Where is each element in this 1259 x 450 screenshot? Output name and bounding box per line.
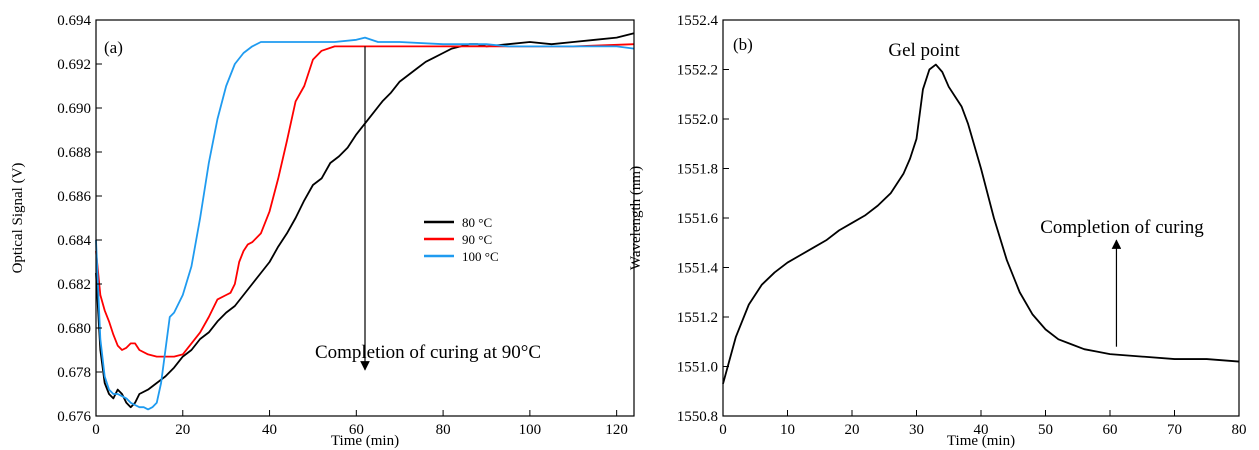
panel-a-x-tick-label: 80 [436,422,451,438]
panel-a-x-tick-label: 100 [519,422,542,438]
panel-b-completion-label: Completion of curing [1040,217,1204,238]
panel-b-y-tick-label: 1552.4 [677,13,719,29]
panel-b-y-tick-label: 1551.2 [677,310,718,326]
panel-a-x-tick-label: 120 [605,422,628,438]
panel-a-series-group [95,32,635,411]
panel-b-x-tick-label: 10 [780,422,795,438]
panel-b-y-tick-label: 1552.2 [677,63,718,79]
panel-a-x-tick-label: 0 [92,422,100,438]
panel-a-y-tick-label: 0.692 [57,57,91,73]
panel-a-label: (a) [104,38,123,57]
panel-a-y-tick-label: 0.682 [57,277,91,293]
panel-a-annotation: Completion of curing at 90°C [315,46,541,371]
panel-a-x-axis-title: Time (min) [331,433,399,449]
legend-label-2: 100 °C [462,249,499,264]
panel-b-x-tick-label: 70 [1167,422,1182,438]
panel-a-y-tick-label: 0.686 [57,189,91,205]
panel-b-y-tick-label: 1552.0 [677,112,718,128]
panel-b-gel-point-label: Gel point [888,40,960,61]
panel-b-y-tick-label: 1551.8 [677,162,718,178]
panel-b-series-group [722,63,1240,385]
panel-b-x-tick-label: 50 [1038,422,1053,438]
panel-b-y-tick-label: 1551.6 [677,211,719,227]
panel-a-series-line-2 [95,36,635,411]
panel-a-y-tick-label: 0.678 [57,365,91,381]
panel-b-x-ticks: 0 10 20 30 40 50 60 70 80 [719,410,1247,438]
panel-a-completion-label: Completion of curing at 90°C [315,342,541,363]
panel-b-series-line-0 [722,63,1240,385]
panel-a-series-line-1 [95,43,635,358]
panel-a-y-tick-label: 0.694 [57,13,91,29]
panel-b-x-tick-label: 40 [974,422,989,438]
panel-a-optical-signal-chart: 0 20 40 60 80 100 120 0.676 0.678 0.680 0.682 0.68… [10,13,635,449]
panel-b-y-ticks: 1550.8 1551.0 1551.2 1551.4 1551.6 1551.8 1552… [677,13,729,425]
panel-a-y-tick-label: 0.676 [57,409,91,425]
panel-b-annotation: Completion of curing [1040,217,1204,347]
panel-a-y-ticks: 0.676 0.678 0.680 0.682 0.684 0.686 0.688 0.690… [57,13,102,425]
panel-a-x-tick-label: 20 [175,422,190,438]
panel-a-x-tick-label: 60 [349,422,364,438]
panel-b-x-tick-label: 80 [1232,422,1247,438]
panel-a-series-line-0 [95,32,635,409]
panel-b-wavelength-chart: 0 10 20 30 40 50 60 70 80 1550.8 1551.0 1551.2 1551… [628,13,1247,449]
panel-b-y-tick-label: 1550.8 [677,409,718,425]
panel-b-x-tick-label: 0 [719,422,727,438]
panel-a-y-tick-label: 0.684 [57,233,91,249]
panel-a-plot-frame [95,19,635,417]
panel-b-x-axis-title: Time (min) [947,433,1015,449]
legend-label-0: 80 °C [462,215,492,230]
panel-b-x-tick-label: 60 [1103,422,1118,438]
panel-b-label: (b) [733,35,753,54]
panel-a-x-tick-label: 40 [262,422,277,438]
panel-a-y-axis-title: Optical Signal (V) [10,163,26,274]
panel-b-y-tick-label: 1551.4 [677,261,719,277]
panel-a-y-tick-label: 0.690 [57,101,91,117]
panel-b-x-tick-label: 20 [845,422,860,438]
panel-b-x-tick-label: 30 [909,422,924,438]
panel-a-x-ticks: 0 20 40 60 80 100 120 [92,410,628,438]
panel-a-y-tick-label: 0.688 [57,145,91,161]
panel-a-y-tick-label: 0.680 [57,321,91,337]
panel-a-legend: 80 °C 90 °C 100 °C [424,215,499,264]
panel-b-y-tick-label: 1551.0 [677,360,718,376]
legend-label-1: 90 °C [462,232,492,247]
panel-b-y-axis-title: Wavelength (nm) [628,166,644,270]
